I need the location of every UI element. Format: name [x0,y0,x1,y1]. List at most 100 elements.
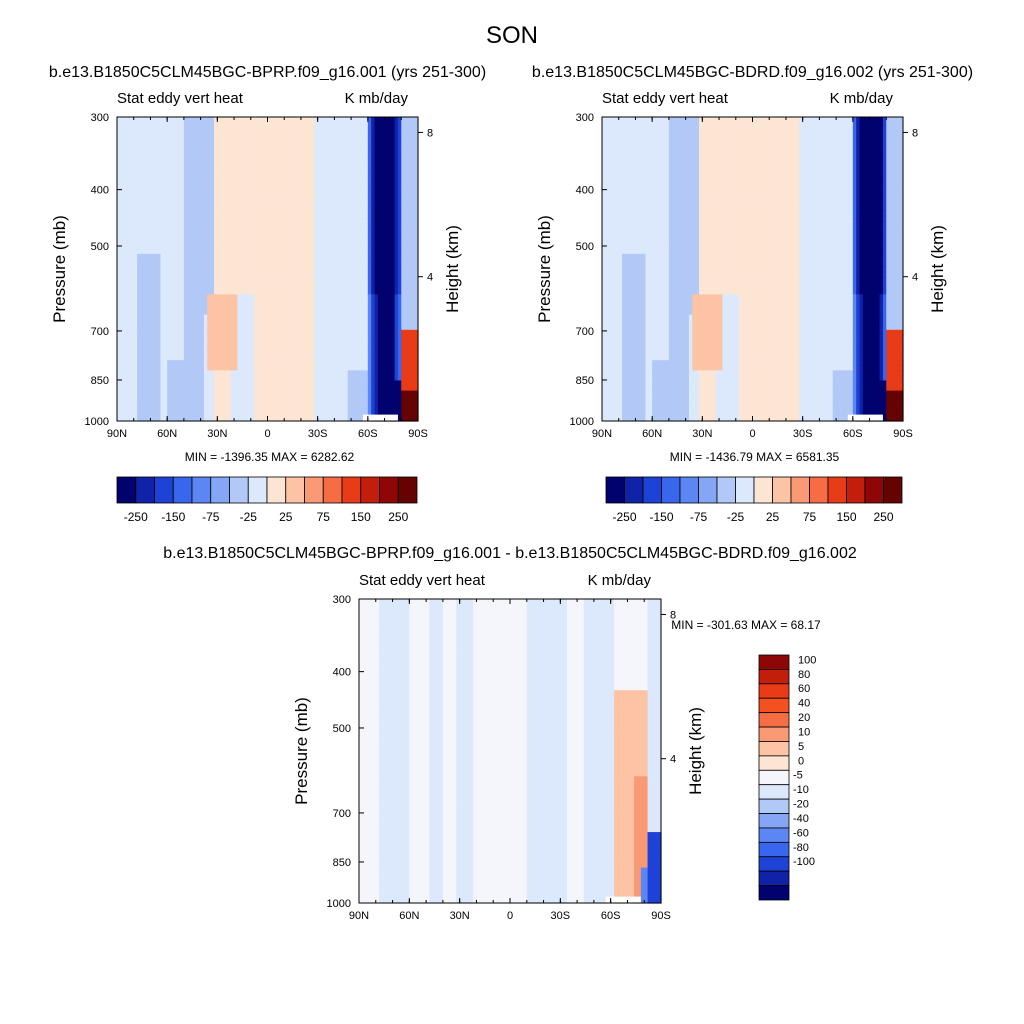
heatmap-cell [120,339,125,346]
heatmap-cell [347,233,352,240]
heatmap-cell [237,324,242,331]
heatmap-cell [391,147,396,154]
heatmap-cell [347,400,352,407]
heatmap-cell [160,167,165,174]
heatmap-cell [324,218,329,224]
heatmap-cell [217,218,222,224]
heatmap-cell [213,253,218,260]
heatmap-cell [127,152,131,159]
heatmap-cell [224,223,228,230]
heatmap-cell [197,203,202,209]
heatmap-cell [133,415,138,422]
heatmap-cell [180,269,185,275]
heatmap-cell [217,258,222,265]
heatmap-cell [297,228,302,235]
heatmap-cell [334,203,339,209]
heatmap-cell [153,198,158,204]
heatmap-cell [254,345,259,351]
heatmap-cell [274,142,279,148]
heatmap-cell [384,345,389,351]
heatmap-cell [133,203,138,209]
heatmap-cell [361,345,366,351]
heatmap-cell [187,405,192,412]
heatmap-cell [117,405,121,412]
heatmap-cell [197,263,202,270]
heatmap-cell [137,345,142,351]
heatmap-cell [200,213,205,219]
heatmap-cell [324,142,329,148]
heatmap-cell [203,243,208,250]
heatmap-cell [260,187,265,194]
heatmap-cell [244,329,249,336]
heatmap-cell [364,345,369,351]
heatmap-cell [270,294,275,300]
heatmap-cell [264,157,269,164]
heatmap-cell [143,127,148,133]
heatmap-cell [203,324,208,331]
heatmap-cell [304,360,309,366]
heatmap-cell [260,314,265,321]
heatmap-cell [300,117,305,123]
heatmap-cell [157,248,162,255]
heatmap-cell [210,253,215,260]
heatmap-cell [331,319,335,326]
heatmap-cell [337,233,342,240]
heatmap-cell [324,117,329,123]
heatmap-cell [321,248,325,255]
heatmap-cell [357,324,362,331]
heatmap-cell [257,208,262,214]
heatmap-cell [193,375,198,382]
heatmap-cell [117,314,121,321]
heatmap-cell [127,319,131,326]
heatmap-cell [177,228,182,235]
heatmap-cell [217,132,222,138]
heatmap-cell [127,274,131,280]
heatmap-cell [361,390,366,397]
heatmap-cell [294,375,299,382]
heatmap-cell [300,177,305,184]
heatmap-cell [284,228,289,235]
heatmap-cell [127,258,131,265]
heatmap-cell [381,284,386,290]
heatmap-cell [357,309,362,316]
heatmap-cell [237,147,242,154]
heatmap-cell [321,400,325,407]
heatmap-cell [190,345,195,351]
heatmap-cell [304,309,309,316]
heatmap-cell [337,345,342,351]
heatmap-cell [290,193,295,199]
heatmap-cell [331,122,335,128]
heatmap-cell [377,223,382,230]
heatmap-cell [254,228,259,235]
heatmap-cell [381,334,386,341]
heatmap-cell [157,405,162,412]
heatmap-cell [130,147,135,154]
heatmap-cell [361,193,366,199]
heatmap-cell [117,309,121,316]
heatmap-cell [391,253,396,260]
heatmap-cell [270,314,275,321]
heatmap-cell [290,228,295,235]
heatmap-cell [324,274,329,280]
heatmap-cell [207,279,212,285]
heatmap-cell [247,289,252,295]
heatmap-cell [200,198,205,204]
heatmap-cell [334,294,339,300]
heatmap-cell [377,177,382,184]
heatmap-cell [244,309,249,316]
heatmap-cell [213,142,218,148]
heatmap-cell [157,279,162,285]
heatmap-cell [331,350,335,356]
heatmap-cell [347,274,352,280]
heatmap-cell [324,329,329,336]
heatmap-cell [137,410,142,417]
heatmap-cell [200,355,205,361]
heatmap-cell [213,279,218,285]
heatmap-cell [260,243,265,250]
heatmap-cell [374,269,379,275]
heatmap-cell [237,172,242,179]
heatmap-cell [143,223,148,230]
heatmap-cell [334,152,339,159]
heatmap-cell [310,380,315,387]
heatmap-cell [190,218,195,224]
